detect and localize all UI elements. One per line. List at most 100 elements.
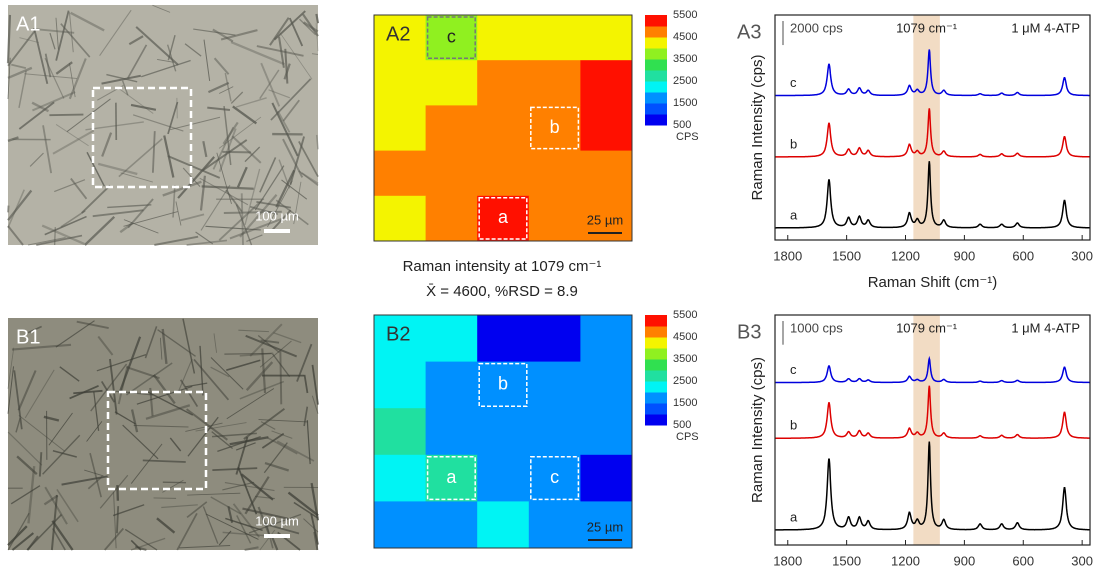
fiber <box>280 351 281 405</box>
heat-cell <box>477 501 529 548</box>
fiber <box>117 506 118 533</box>
heat-cell <box>374 455 426 502</box>
heat-cell <box>477 455 529 502</box>
heat-cell <box>529 408 581 455</box>
heat-cell <box>477 151 529 197</box>
roi-label: c <box>550 467 559 487</box>
roi-label: b <box>498 374 508 394</box>
x-axis-label: Raman Shift (cm⁻¹) <box>868 274 998 291</box>
colorbar-tick: 2500 <box>673 375 697 387</box>
roi-label: a <box>498 207 509 227</box>
colorbar-segment <box>645 359 667 371</box>
heat-cell <box>477 15 529 61</box>
scale-label: 100 µm <box>255 208 299 223</box>
heat-cell <box>529 60 581 106</box>
x-tick-label: 900 <box>954 553 976 568</box>
trace-label: a <box>790 207 798 222</box>
heat-cell <box>580 362 632 409</box>
x-tick-label: 1500 <box>832 248 861 263</box>
roi-label: b <box>550 117 560 137</box>
heat-cell <box>477 408 529 455</box>
x-tick-label: 300 <box>1071 248 1093 263</box>
panel-label: B3 <box>737 321 761 343</box>
caption: X̄ = 4600, %RSD = 8.9 <box>426 283 578 300</box>
panel-label: A1 <box>16 13 40 35</box>
panel-label: A2 <box>386 23 410 45</box>
heat-cell <box>580 315 632 362</box>
colorbar-tick: 5500 <box>673 9 697 21</box>
colorbar-segment <box>645 315 667 327</box>
colorbar-segment <box>645 414 667 426</box>
colorbar-segment <box>645 370 667 382</box>
colorbar-segment <box>645 37 667 49</box>
fiber <box>49 115 83 116</box>
colorbar-segment <box>645 15 667 27</box>
scale-label: 25 µm <box>587 212 623 227</box>
heat-cell <box>374 151 426 197</box>
colorbar-segment <box>645 103 667 115</box>
heat-cell <box>580 105 632 151</box>
colorbar-segment <box>645 70 667 82</box>
trace-label: a <box>790 509 798 524</box>
colorbar-segment <box>645 403 667 415</box>
roi-label: c <box>447 26 456 46</box>
roi-label: a <box>446 467 457 487</box>
colorbar-segment <box>645 48 667 60</box>
caption: Raman intensity at 1079 cm⁻¹ <box>403 258 602 275</box>
colorbar-segment <box>645 114 667 126</box>
heat-cell <box>426 315 478 362</box>
trace-label: c <box>790 75 797 90</box>
trace-label: b <box>790 418 797 433</box>
colorbar-tick: 5500 <box>673 309 697 321</box>
colorbar-tick: 4500 <box>673 331 697 343</box>
heat-cell <box>580 455 632 502</box>
x-tick-label: 600 <box>1012 553 1034 568</box>
colorbar-label: CPS <box>676 431 699 443</box>
x-tick-label: 1800 <box>773 553 802 568</box>
x-tick-label: 1200 <box>891 553 920 568</box>
panel-label: B2 <box>386 323 410 345</box>
heat-cell <box>426 151 478 197</box>
heat-cell <box>374 362 426 409</box>
x-tick-label: 300 <box>1071 553 1093 568</box>
panel-label: B1 <box>16 326 40 348</box>
band-label: 1079 cm⁻¹ <box>896 20 958 35</box>
fiber <box>224 353 271 354</box>
x-tick-label: 900 <box>954 248 976 263</box>
x-tick-label: 1500 <box>832 553 861 568</box>
scale-label: 100 µm <box>255 513 299 528</box>
colorbar-tick: 2500 <box>673 75 697 87</box>
heat-cell <box>477 60 529 106</box>
trace-label: b <box>790 136 797 151</box>
heat-cell <box>529 15 581 61</box>
colorbar-segment <box>645 381 667 393</box>
heat-cell <box>529 196 581 242</box>
heat-cell <box>374 105 426 151</box>
colorbar-tick: 500 <box>673 419 691 431</box>
heat-cell <box>580 15 632 61</box>
y-axis-label: Raman Intensity (cps) <box>749 55 766 201</box>
colorbar-tick: 3500 <box>673 53 697 65</box>
trace-label: c <box>790 362 797 377</box>
colorbar-segment <box>645 81 667 93</box>
colorbar-segment <box>645 392 667 404</box>
heat-cell <box>529 501 581 548</box>
colorbar-tick: 1500 <box>673 397 697 409</box>
heat-cell <box>477 105 529 151</box>
scale-label: 1000 cps <box>790 320 843 335</box>
heat-cell <box>426 196 478 242</box>
colorbar-label: CPS <box>676 131 699 143</box>
x-tick-label: 1800 <box>773 248 802 263</box>
colorbar-segment <box>645 26 667 38</box>
heat-cell <box>426 408 478 455</box>
heat-cell <box>477 315 529 362</box>
heat-cell <box>529 151 581 197</box>
scale-label: 2000 cps <box>790 20 843 35</box>
heat-cell <box>374 60 426 106</box>
colorbar-segment <box>645 337 667 349</box>
colorbar-segment <box>645 59 667 71</box>
heat-cell <box>426 362 478 409</box>
heat-cell <box>580 151 632 197</box>
